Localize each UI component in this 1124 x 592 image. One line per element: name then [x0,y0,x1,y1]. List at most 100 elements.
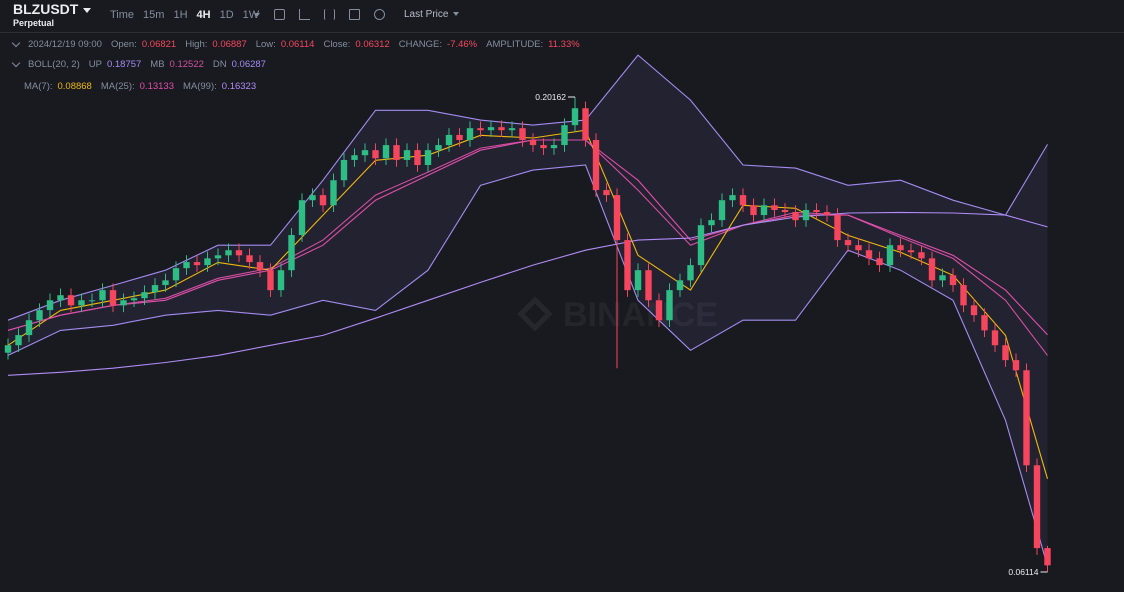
candle-body [939,275,946,281]
candle-body [1002,345,1009,361]
candle-body [771,205,778,211]
interval[interactable]: 1D [219,9,234,21]
ma-value: 0.08868 [57,81,92,92]
candle-body [823,212,831,216]
candle-body [487,127,495,131]
candle-body [561,125,568,146]
candle-body [718,200,726,221]
candle-body [508,128,516,131]
field-label: Open: [110,39,137,50]
candle-body [393,145,400,160]
price-type-caret[interactable] [453,12,460,17]
candle-body [571,108,579,126]
indicator-tool[interactable] [349,9,360,20]
candle-body [351,155,358,160]
ma-line [7,211,1048,376]
candle-body [981,315,988,331]
candle-body [319,195,327,206]
boll-name: MB [150,59,165,70]
candle-body [183,262,190,269]
contract-type: Perpetual [13,18,55,28]
interval[interactable]: 4H [196,9,211,21]
candle-body [193,262,201,266]
candle-body [1023,370,1030,466]
candle-body [109,290,117,306]
candle-body [792,212,799,221]
candle-body [729,195,736,201]
symbol-caret[interactable] [83,7,92,13]
candle-body [886,245,894,266]
field-value: 0.06887 [212,39,247,50]
watermark [517,296,553,332]
candle-body [928,258,936,281]
candle-body [760,205,768,216]
candle-body [4,345,12,353]
price-type-text[interactable]: Last Price [404,9,449,20]
boll-name: UP [88,59,102,70]
boll-mb-line [7,139,1048,356]
interval[interactable]: 15m [143,9,165,21]
candle-body [477,128,484,131]
symbol-text[interactable]: BLZUSDT [13,1,79,17]
collapse-icon[interactable] [11,38,21,48]
ma-legend: MA(7): 0.08868 MA(25): 0.13133 MA(99): 0.1632… [24,81,260,92]
candle-body [298,200,306,236]
tools [254,9,385,20]
price-type[interactable]: Last Price [404,9,460,20]
ma-name: MA(7): [24,81,53,92]
candle-body [162,280,169,286]
settings-tool[interactable] [374,9,385,20]
candle-body [1012,360,1020,371]
candle-body [235,250,243,256]
candle-body [330,180,337,206]
field-label: Low: [255,39,276,50]
candle-body [550,145,558,149]
chart-type-tool[interactable] [324,9,335,20]
candle-body [361,150,369,156]
candle-body [592,140,600,191]
field-label: Close: [323,39,351,50]
candle-body [403,150,411,160]
candle-body [634,270,642,291]
ma-value: 0.13133 [139,81,174,92]
candle-body [897,245,904,251]
boll-band [8,55,1048,567]
candle-body [813,210,820,213]
collapse-icon[interactable] [11,58,21,68]
field-value: -7.46% [447,39,478,50]
candle-body [46,300,54,311]
drawing-tool[interactable] [299,9,310,20]
candle-body [949,275,957,286]
symbol[interactable]: BLZUSDT [13,1,92,17]
candle-body [466,128,474,141]
candle-body [130,298,138,301]
candle-body [151,285,159,293]
interval[interactable]: 1W [242,9,260,21]
candle-body [876,258,883,266]
candle-body [246,255,253,263]
calendar-tool[interactable] [274,9,285,20]
candle-body [519,128,526,141]
field-label: High: [185,39,208,50]
candle-body [750,205,757,216]
candle-body [739,195,747,206]
interval[interactable]: Time [110,9,135,21]
candle-date: 2024/12/19 09:00 [28,39,102,50]
boll-value: 0.18757 [106,59,142,70]
field-value: 0.06821 [141,39,177,50]
candle-body [67,295,75,306]
ma-line [7,139,1048,336]
more-intervals[interactable] [254,12,260,17]
candle-body [865,250,873,259]
candle-body [25,320,33,336]
candle-body [445,134,453,146]
boll-legend: BOLL(20, 2) UP 0.18757 MB 0.12522 DN 0.06287 [11,58,270,70]
candle-body [529,140,537,146]
candle-body [120,300,127,306]
watermark-text: BINANCE [563,296,718,334]
candle-body [78,300,85,306]
boll-label: BOLL(20, 2) [28,59,80,70]
interval[interactable]: 1H [173,9,188,21]
ma-value: 0.16323 [221,81,257,92]
